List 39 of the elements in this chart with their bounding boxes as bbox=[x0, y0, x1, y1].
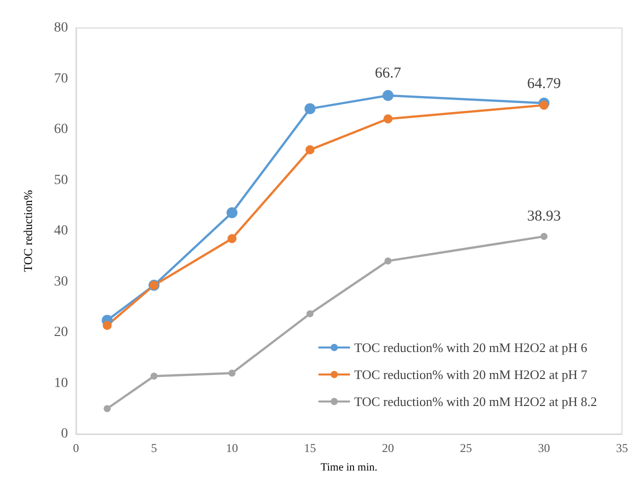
x-tick-label: 10 bbox=[226, 441, 238, 455]
point bbox=[226, 207, 238, 218]
y-tick-label: 30 bbox=[54, 274, 68, 290]
y-tick-label: 10 bbox=[54, 376, 68, 391]
y-tick-label: 40 bbox=[54, 224, 68, 238]
y-tick-label: 50 bbox=[54, 172, 68, 188]
legend-label: TOC reduction% with 20 mM H2O2 at pH 6 bbox=[354, 340, 588, 355]
y-axis-title: TOC reduction% bbox=[21, 190, 35, 272]
x-axis-title: Time in min. bbox=[320, 462, 378, 474]
point bbox=[306, 145, 314, 154]
legend-label: TOC reduction% with 20 mM H2O2 at pH 7 bbox=[354, 367, 588, 382]
point bbox=[102, 320, 112, 330]
point bbox=[304, 103, 316, 114]
y-tick-label: 20 bbox=[54, 325, 68, 340]
y-tick-label: 80 bbox=[54, 20, 68, 36]
data-label: 64.79 bbox=[527, 76, 561, 92]
point bbox=[540, 100, 548, 110]
x-tick-label: 30 bbox=[538, 441, 550, 455]
y-tick-label: 0 bbox=[61, 426, 68, 442]
point bbox=[228, 370, 236, 377]
point bbox=[104, 405, 111, 412]
data-label: 38.93 bbox=[527, 208, 561, 224]
point bbox=[384, 257, 392, 264]
y-tick-label: 70 bbox=[54, 71, 68, 86]
point bbox=[306, 310, 314, 318]
x-tick-label: 25 bbox=[460, 441, 472, 455]
point bbox=[228, 234, 236, 244]
point bbox=[150, 372, 158, 380]
x-tick-label: 35 bbox=[616, 441, 628, 455]
point bbox=[540, 232, 548, 240]
legend-label: TOC reduction% with 20 mM H2O2 at pH 8.2 bbox=[354, 394, 598, 409]
data-label: 66.7 bbox=[374, 65, 402, 82]
point bbox=[384, 114, 392, 124]
x-tick-label: 0 bbox=[73, 441, 79, 455]
x-tick-label: 15 bbox=[304, 441, 316, 455]
x-tick-label: 5 bbox=[151, 441, 157, 455]
point bbox=[382, 90, 394, 101]
y-tick-label: 60 bbox=[54, 122, 68, 137]
x-tick-label: 20 bbox=[382, 441, 394, 455]
